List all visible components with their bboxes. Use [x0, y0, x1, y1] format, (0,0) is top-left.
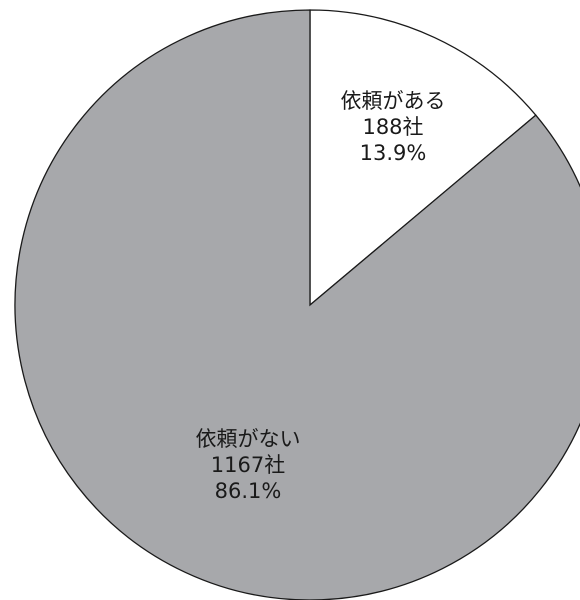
slice-label-1: 依頼がある [341, 89, 446, 113]
slice-label-2: 依頼がない [196, 427, 301, 451]
slice-count-2: 1167社 [211, 453, 285, 477]
pie-slices [14, 9, 580, 600]
pie-slice-1 [309, 9, 537, 307]
slice-percent-2: 86.1% [215, 479, 282, 503]
slice-count-1: 188社 [362, 115, 423, 139]
pie-slice-2 [14, 9, 580, 600]
slice-percent-1: 13.9% [360, 141, 427, 165]
